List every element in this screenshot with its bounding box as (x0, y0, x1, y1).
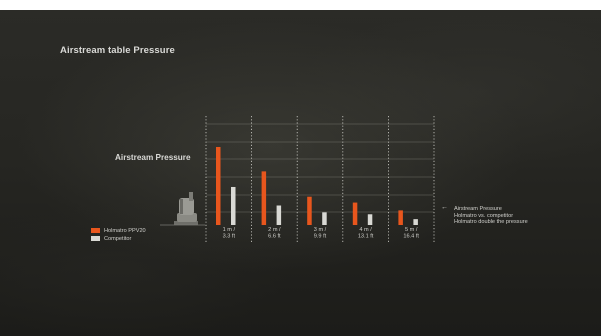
bar-holmatro (352, 202, 358, 225)
annotation-line: Holmatro double the pressure (454, 219, 528, 226)
tick-label: 13.1 ft (358, 233, 374, 239)
bar-holmatro (307, 196, 312, 225)
bar-competitor (367, 214, 373, 225)
page-title: Airstream table Pressure (60, 45, 175, 56)
grid-lines (205, 116, 435, 242)
bars (216, 147, 418, 225)
bar-chart: 1 m /3.3 ft 2 m /6.6 ft 3 m /9.9 ft 4 m /13… (160, 116, 435, 242)
bar-competitor (322, 212, 327, 225)
annotation-line: Holmatro vs. competitor (454, 212, 514, 219)
legend-label-holmatro: Holmatro PPV20 (104, 228, 146, 234)
bar-competitor (413, 219, 418, 225)
chart-heading: Airstream Pressure (115, 153, 191, 162)
legend-swatch-competitor (91, 236, 100, 242)
fan-icon (174, 192, 198, 225)
bar-holmatro (261, 171, 267, 225)
bar-competitor (276, 205, 282, 225)
bar-competitor (231, 186, 236, 225)
legend-item-holmatro: Holmatro PPV20 (91, 227, 146, 236)
bar-holmatro (398, 210, 403, 225)
bar-holmatro (216, 147, 221, 225)
tick-labels: 1 m /3.3 ft 2 m /6.6 ft 3 m /9.9 ft 4 m /13… (223, 227, 420, 239)
chart-stage: Airstream table Pressure 1 m /3.3 ft 2 m … (0, 10, 601, 336)
annotation-line: Airstream Pressure (454, 206, 502, 212)
tick-label: 2 m / (268, 227, 281, 233)
legend-item-competitor: Competitor (91, 235, 131, 244)
tick-label: 6.6 ft (268, 233, 281, 239)
tick-label: 4 m / (359, 227, 372, 233)
arrow-left-icon: ← (441, 204, 448, 211)
legend-swatch-holmatro (91, 228, 100, 234)
legend-label-competitor: Competitor (104, 236, 132, 242)
tick-label: 16.4 ft (403, 233, 419, 239)
tick-label: 3.3 ft (223, 233, 236, 239)
tick-label: 9.9 ft (314, 233, 327, 239)
tick-label: 1 m / (223, 227, 236, 233)
tick-label: 3 m / (314, 227, 327, 233)
tick-label: 5 m / (405, 227, 418, 233)
